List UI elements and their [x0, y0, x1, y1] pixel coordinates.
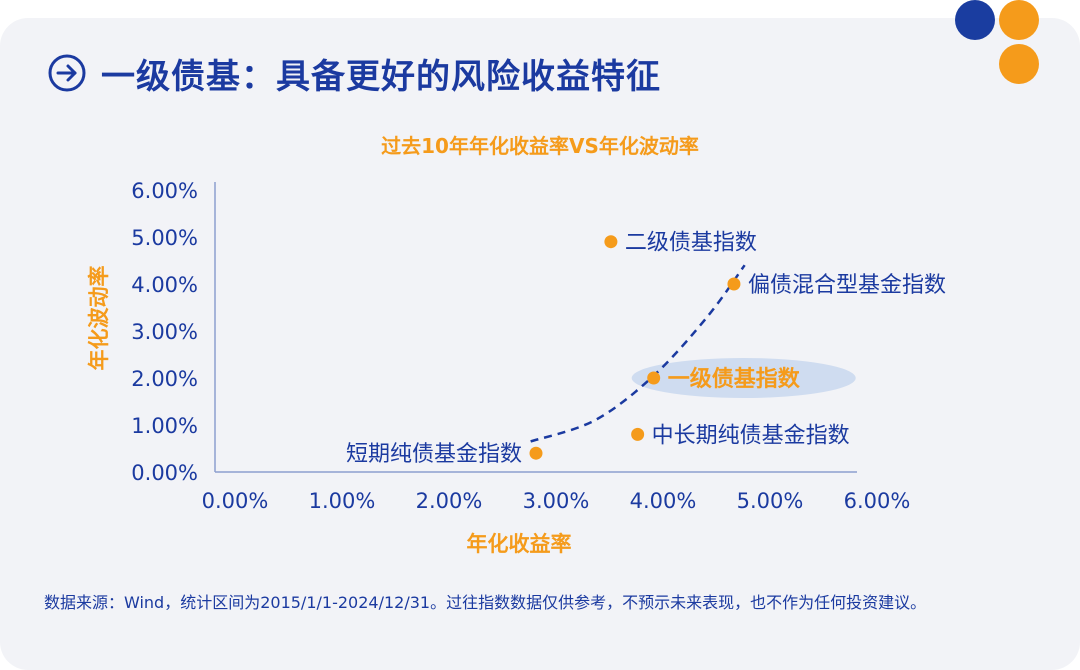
data-point: [604, 235, 618, 249]
data-point: [647, 371, 661, 385]
decor-dot-blue: [955, 0, 995, 40]
y-tick-label: 6.00%: [131, 179, 198, 203]
y-tick-label: 2.00%: [131, 367, 198, 391]
page-title: 一级债基：具备更好的风险收益特征: [101, 56, 661, 97]
arrow-right-circle-icon: [48, 54, 86, 92]
data-label: 短期纯债基金指数: [346, 442, 522, 467]
title-row: 一级债基：具备更好的风险收益特征: [47, 52, 661, 97]
y-tick-label: 0.00%: [131, 461, 198, 485]
y-axis-label: 年化波动率: [87, 266, 111, 371]
x-tick-label: 2.00%: [416, 489, 483, 513]
x-tick-label: 3.00%: [523, 489, 590, 513]
x-tick-label: 1.00%: [309, 489, 376, 513]
y-tick-label: 4.00%: [131, 273, 198, 297]
data-label: 中长期纯债基金指数: [652, 423, 850, 448]
x-tick-label: 0.00%: [202, 489, 269, 513]
data-point: [529, 446, 543, 460]
data-point: [727, 277, 741, 291]
highlight-ellipse: [631, 358, 856, 398]
decor-dot-orange-bottom: [999, 44, 1039, 84]
x-axis-label: 年化收益率: [467, 532, 572, 556]
chart-title: 过去10年年化收益率VS年化波动率: [381, 134, 699, 158]
data-point: [631, 427, 645, 441]
y-tick-label: 3.00%: [131, 320, 198, 344]
decor-dot-orange-top: [999, 0, 1039, 40]
content-card: [0, 18, 1080, 670]
data-label: 偏债混合型基金指数: [748, 273, 946, 298]
x-tick-label: 6.00%: [844, 489, 911, 513]
source-note: 数据来源：Wind，统计区间为2015/1/1-2024/12/31。过往指数数…: [44, 593, 927, 612]
data-label: 一级债基指数: [668, 366, 801, 392]
x-tick-label: 4.00%: [630, 489, 697, 513]
data-label: 二级债基指数: [625, 231, 757, 256]
y-tick-label: 5.00%: [131, 226, 198, 250]
trend-curve: [530, 264, 746, 443]
y-tick-label: 1.00%: [131, 414, 198, 438]
x-tick-label: 5.00%: [737, 489, 804, 513]
